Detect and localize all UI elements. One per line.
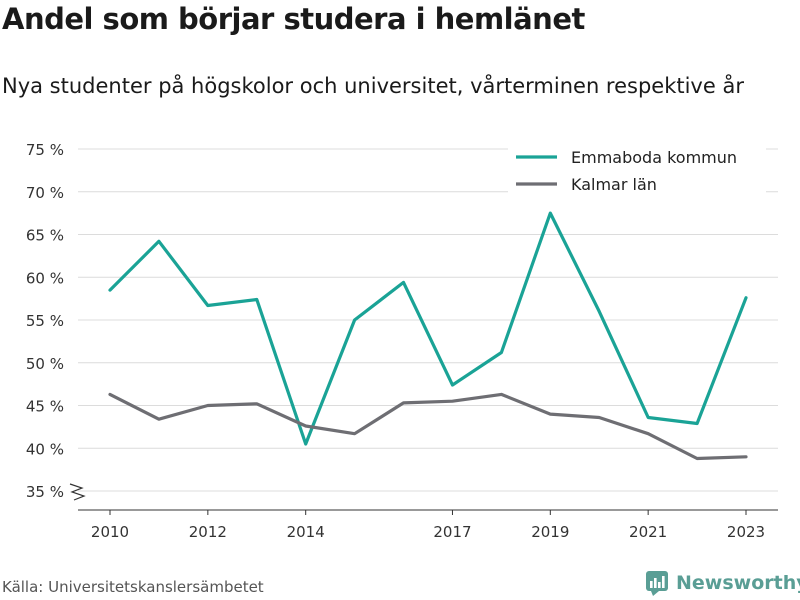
x-tick-label: 2017 [433, 523, 471, 541]
y-tick-label: 60 % [26, 269, 64, 287]
y-tick-label: 45 % [26, 398, 64, 416]
y-tick-label: 35 % [26, 483, 64, 501]
legend-label: Kalmar län [571, 175, 657, 194]
axis-break-icon [69, 483, 86, 501]
legend-box [508, 143, 766, 195]
y-tick-label: 65 % [26, 227, 64, 245]
legend-label: Emmaboda kommun [571, 148, 737, 167]
brand-name: Newsworthy [676, 572, 800, 594]
series-line-emmaboda [108, 211, 748, 446]
y-tick-label: 40 % [26, 440, 64, 458]
x-tick-label: 2010 [91, 523, 129, 541]
x-tick-label: 2019 [531, 523, 569, 541]
x-tick-label: 2021 [629, 523, 667, 541]
y-tick-label: 70 % [26, 184, 64, 202]
x-tick-label: 2023 [727, 523, 765, 541]
brand-logo[interactable]: Newsworthy [645, 570, 800, 596]
y-tick-label: 55 % [26, 312, 64, 330]
series-line-kalmar [108, 392, 748, 461]
chart-subtitle: Nya studenter på högskolor och universit… [2, 74, 744, 98]
newsworthy-logo-icon [646, 571, 668, 596]
y-tick-label: 75 % [26, 141, 64, 159]
x-tick-label: 2012 [189, 523, 227, 541]
y-tick-label: 50 % [26, 355, 64, 373]
chart-title: Andel som börjar studera i hemlänet [2, 2, 585, 36]
x-tick-label: 2014 [287, 523, 325, 541]
source-note: Källa: Universitetskanslersämbetet [2, 578, 264, 596]
